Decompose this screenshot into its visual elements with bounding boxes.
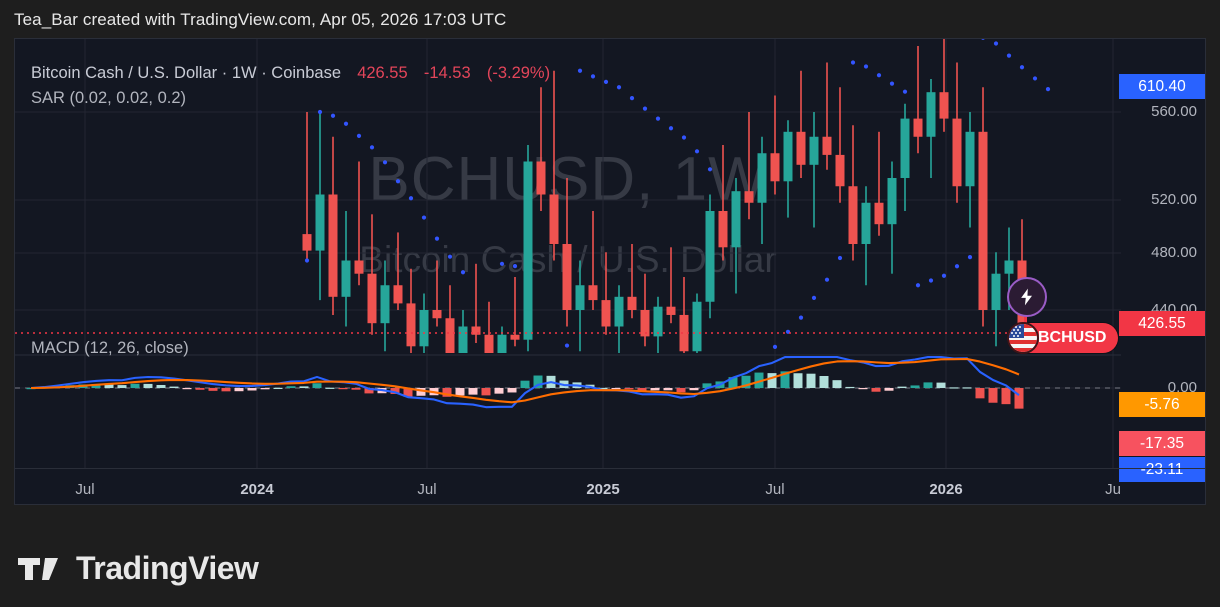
chart-svg <box>15 39 1121 469</box>
us-flag-glyph <box>1009 324 1037 352</box>
lightning-bolt-icon[interactable] <box>1007 277 1047 317</box>
price-axis-tick: 0.00 <box>1167 379 1197 396</box>
time-axis-tick: Jul <box>765 481 785 498</box>
legend-exchange: Coinbase <box>271 64 341 82</box>
legend-sep2: · <box>261 64 272 82</box>
macd-line-badge[interactable]: -23.11 <box>1119 457 1205 482</box>
symbol-pill-label: BCHUSD <box>1038 329 1107 346</box>
time-axis-tick: 2024 <box>240 481 274 498</box>
tradingview-logo-icon <box>18 557 58 580</box>
legend-sar-row[interactable]: SAR (0.02, 0.02, 0.2) <box>31 89 187 107</box>
symbol-pill[interactable]: BCHUSD <box>1007 322 1119 354</box>
time-axis-tick: 2025 <box>586 481 620 498</box>
price-axis-tick: 560.00 <box>1151 103 1197 120</box>
time-axis-tick: 2026 <box>929 481 963 498</box>
time-axis-tick: Jul <box>417 481 437 498</box>
last-price-badge[interactable]: 426.55 <box>1119 311 1205 336</box>
time-axis[interactable]: Jul 2024 Jul 2025 Jul 2026 Ju <box>15 468 1205 504</box>
legend-main-row[interactable]: Bitcoin Cash / U.S. Dollar · 1W · Coinba… <box>31 61 550 86</box>
legend-macd-row[interactable]: MACD (12, 26, close) <box>31 339 189 357</box>
legend-change-percent: (-3.29%) <box>486 64 551 82</box>
us-flag-icon <box>1007 322 1039 354</box>
macd-histogram-badge[interactable]: -17.35 <box>1119 431 1205 456</box>
sar-value-badge[interactable]: 610.40 <box>1119 74 1205 99</box>
price-axis[interactable]: 560.00 520.00 480.00 440.00 0.00 610.40 426.55… <box>1119 39 1205 482</box>
price-axis-tick: 480.00 <box>1151 244 1197 261</box>
legend-interval: 1W <box>231 64 257 82</box>
legend-sep1: · <box>221 64 232 82</box>
page-caption: Tea_Bar created with TradingView.com, Ap… <box>14 10 507 29</box>
lightning-bolt-glyph <box>1021 288 1032 306</box>
footer-branding: TradingView <box>18 550 259 587</box>
time-axis-tick: Ju <box>1105 481 1121 498</box>
chart-container[interactable]: BCHUSD, 1W Bitcoin Cash / U.S. Dollar Bi… <box>14 38 1206 505</box>
macd-signal-badge[interactable]: -5.76 <box>1119 392 1205 417</box>
legend-change: -14.53 <box>423 64 471 82</box>
symbol-pill-stem <box>1024 311 1027 327</box>
legend-last-price: 426.55 <box>357 64 408 82</box>
tradingview-wordmark: TradingView <box>76 550 259 586</box>
time-axis-tick: Jul <box>75 481 95 498</box>
legend-symbol: Bitcoin Cash / U.S. Dollar <box>31 64 218 82</box>
price-axis-tick: 520.00 <box>1151 191 1197 208</box>
chart-legend: Bitcoin Cash / U.S. Dollar · 1W · Coinba… <box>31 61 550 111</box>
